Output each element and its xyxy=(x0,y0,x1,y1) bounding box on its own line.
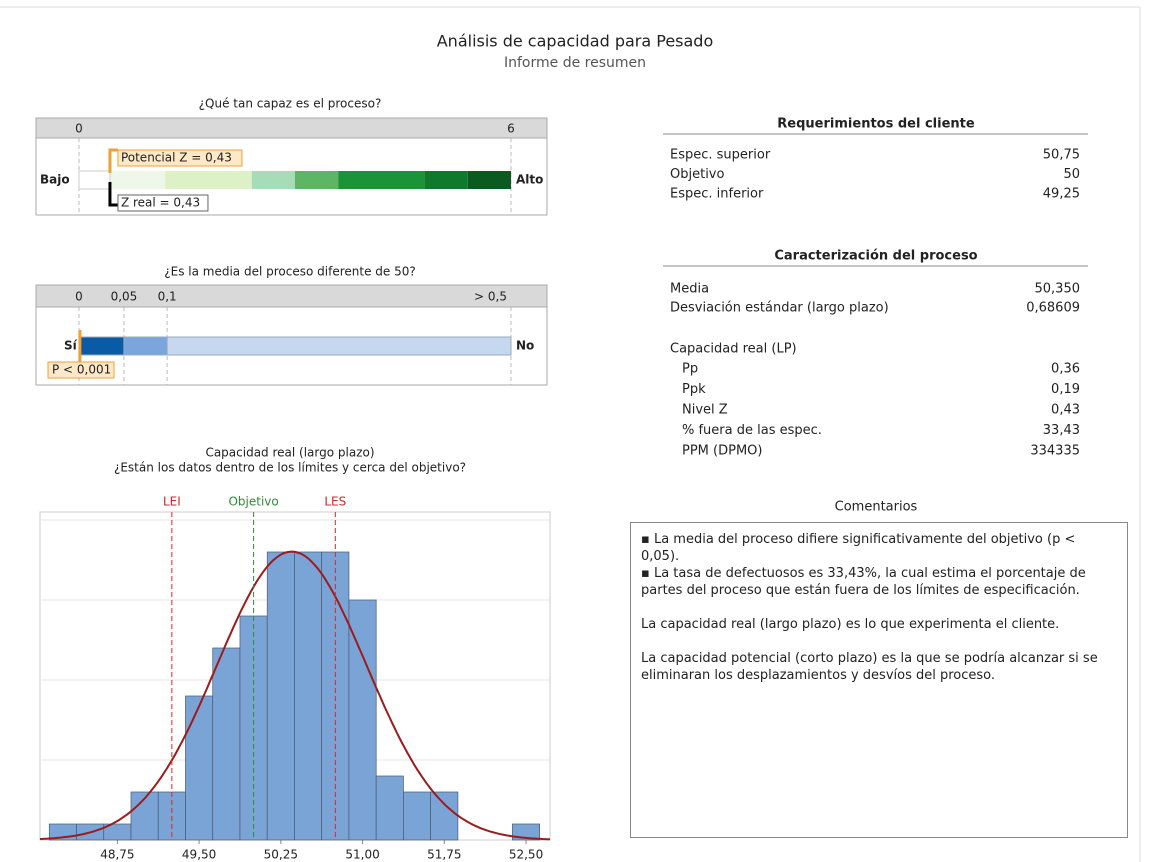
row-value: 50 xyxy=(1063,167,1080,182)
comment-bullet: ▪ La media del proceso difiere significa… xyxy=(641,531,1117,565)
potential-label: Potencial Z = 0,43 xyxy=(121,151,232,165)
x-tick-label: 50,25 xyxy=(264,848,298,862)
row-value: 0,68609 xyxy=(1026,301,1080,316)
row-label: Desviación estándar (largo plazo) xyxy=(670,301,889,316)
comments-box: ▪ La media del proceso difiere significa… xyxy=(630,522,1128,838)
fit-curve xyxy=(39,550,551,841)
actual-marker xyxy=(108,182,118,207)
gauge-actual-fill xyxy=(78,170,111,190)
comment-bullet: ▪ La tasa de defectuosos es 33,43%, la c… xyxy=(641,565,1117,599)
gauge-title: ¿Es la media del proceso diferente de 50… xyxy=(164,265,415,279)
gauge-band xyxy=(467,171,511,189)
comments-title: Comentarios xyxy=(835,500,918,515)
row-label: Ppk xyxy=(682,382,706,397)
gauge-tick-label: > 0,5 xyxy=(474,290,507,304)
gauge-tick-label: 6 xyxy=(507,122,515,136)
bar xyxy=(512,823,540,841)
bar xyxy=(130,791,159,841)
row-label: Media xyxy=(670,282,709,297)
row-value: 0,36 xyxy=(1051,362,1080,377)
comment-paragraph: La capacidad real (largo plazo) es lo qu… xyxy=(641,617,1060,632)
gauge-band xyxy=(251,171,295,189)
potential-marker xyxy=(108,148,118,173)
x-tick-label: 48,75 xyxy=(100,848,134,862)
no-label: No xyxy=(516,339,534,353)
row-value: 33,43 xyxy=(1043,423,1080,438)
bar xyxy=(212,647,241,841)
low-label: Bajo xyxy=(40,173,70,187)
row-value: 49,25 xyxy=(1043,187,1080,202)
row-label: PPM (DPMO) xyxy=(682,444,762,459)
row-label: Objetivo xyxy=(670,167,724,182)
actual-label-box xyxy=(117,194,209,212)
bar xyxy=(294,551,323,841)
row-value: 50,75 xyxy=(1043,148,1080,163)
gauge-band xyxy=(424,171,468,189)
x-tick-label: 51,00 xyxy=(345,848,379,862)
bar xyxy=(375,775,404,841)
gauge-title: ¿Qué tan capaz es el proceso? xyxy=(199,97,382,111)
reference-label: Objetivo xyxy=(228,495,278,509)
gauge-band xyxy=(338,171,425,189)
gauge-band xyxy=(123,336,168,356)
chart-title: Capacidad real (largo plazo) xyxy=(205,446,374,460)
bar xyxy=(266,551,295,841)
p-label: P < 0,001 xyxy=(52,363,111,377)
table-title: Requerimientos del cliente xyxy=(777,117,975,132)
gauge-tick-label: 0 xyxy=(75,290,83,304)
x-tick-label: 49,50 xyxy=(182,848,216,862)
gauge-tick-label: 0 xyxy=(75,122,83,136)
row-label: % fuera de las espec. xyxy=(682,423,822,438)
gauge-header xyxy=(35,117,548,139)
x-tick-label: 52,50 xyxy=(509,848,543,862)
row-label: Espec. inferior xyxy=(670,187,764,202)
reference-label: LES xyxy=(324,495,346,509)
row-label: Nivel Z xyxy=(682,403,728,418)
report-subtitle: Informe de resumen xyxy=(504,55,646,71)
potential-label-box xyxy=(117,149,243,167)
bullet-marker: ▪ xyxy=(641,566,654,581)
bullet-marker: ▪ xyxy=(641,532,654,547)
x-tick-label: 51,75 xyxy=(427,848,461,862)
chart-subtitle: ¿Están los datos dentro de los límites y… xyxy=(114,461,466,475)
comment-paragraph: La capacidad potencial (corto plazo) es … xyxy=(641,651,1098,683)
row-label: Espec. superior xyxy=(670,148,771,163)
gauge-header xyxy=(35,284,548,308)
gauge-band xyxy=(78,336,125,356)
bar xyxy=(348,599,377,841)
bullet-text: La media del proceso difiere significati… xyxy=(641,532,1076,564)
gauge-tick-label: 0,1 xyxy=(158,290,177,304)
gauge-band xyxy=(166,336,512,356)
gauge-tick-label: 0,05 xyxy=(111,290,138,304)
report-title: Análisis de capacidad para Pesado xyxy=(437,32,714,51)
p-label-box xyxy=(47,361,115,379)
actual-label: Z real = 0,43 xyxy=(121,196,200,210)
yes-label: Sí xyxy=(64,339,78,353)
row-value: 0,43 xyxy=(1051,403,1080,418)
row-label: Pp xyxy=(682,362,698,377)
gauge-band xyxy=(165,171,252,189)
bar xyxy=(430,791,459,841)
gauge-band xyxy=(295,171,339,189)
reference-label: LEI xyxy=(163,495,181,509)
row-value: 50,350 xyxy=(1035,282,1081,297)
section-label: Capacidad real (LP) xyxy=(670,342,797,357)
row-value: 0,19 xyxy=(1051,382,1080,397)
bullet-text: La tasa de defectuosos es 33,43%, la cua… xyxy=(641,566,1086,598)
row-value: 334335 xyxy=(1030,444,1080,459)
bar xyxy=(185,695,214,841)
bar xyxy=(403,791,432,841)
high-label: Alto xyxy=(516,173,543,187)
table-title: Caracterización del proceso xyxy=(774,249,977,264)
